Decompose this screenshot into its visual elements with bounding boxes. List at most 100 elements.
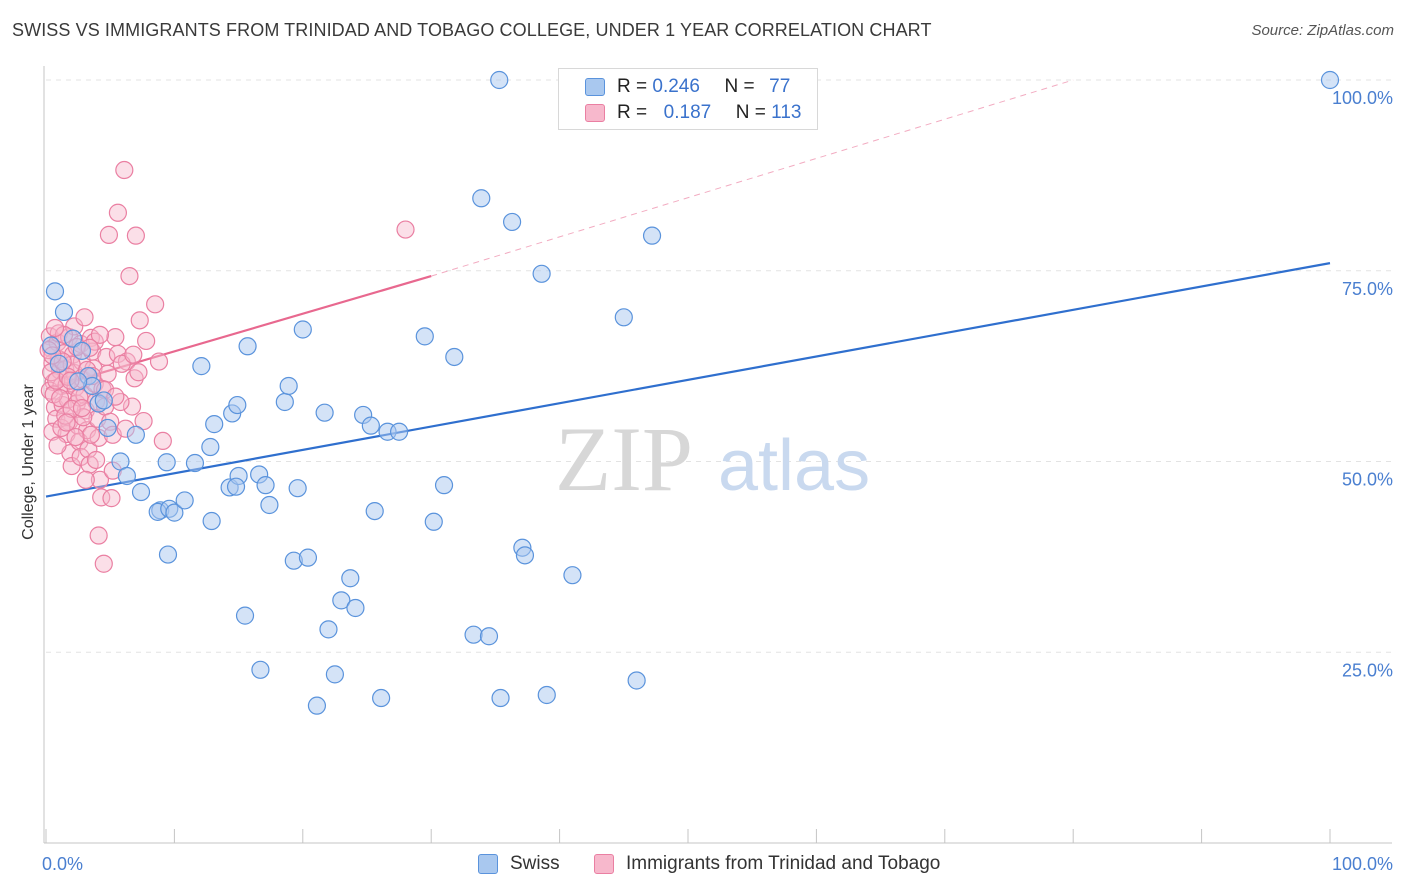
- legend-tt-r-value: 0.187: [663, 102, 712, 123]
- swiss-point-52: [415, 327, 434, 346]
- swiss-point-2: [63, 329, 83, 348]
- swiss-point-31: [256, 476, 275, 495]
- tt-point-65: [129, 363, 148, 382]
- tt-point-47: [90, 470, 110, 489]
- swiss-point-8: [117, 466, 136, 486]
- tt-point-71: [108, 203, 128, 222]
- swiss-point-27: [235, 606, 255, 625]
- swiss-point-32: [275, 392, 294, 412]
- swiss-point-9: [131, 482, 151, 502]
- legend-swiss-n-value: 77: [769, 76, 791, 97]
- tt-point-67: [146, 295, 165, 314]
- swiss-point-56: [464, 625, 483, 644]
- axes: [43, 66, 1392, 844]
- swiss-point-47: [361, 416, 380, 435]
- swiss-point-75: [94, 391, 113, 410]
- swiss-point-74: [68, 372, 88, 391]
- tt-point-74: [126, 226, 145, 245]
- x-tick-label-0: 0.0%: [42, 854, 83, 874]
- legend-swiss-n-label: N =: [724, 76, 755, 97]
- legend-swiss-stats: R = 0.246 N = 77: [617, 76, 790, 98]
- tt-point-83: [81, 425, 101, 444]
- swiss-point-70: [1320, 70, 1340, 90]
- watermark-zip: ZIP: [555, 408, 693, 510]
- tt-point-69: [149, 352, 169, 371]
- tt-point-112: [57, 413, 76, 432]
- tt-point-75: [396, 220, 415, 239]
- swiss-point-53: [424, 512, 443, 531]
- tt-point-48: [92, 488, 111, 507]
- swiss-point-14: [165, 503, 184, 522]
- tt-point-95: [51, 389, 70, 408]
- swiss-point-33: [279, 376, 298, 396]
- swiss-point-16: [175, 491, 194, 510]
- swiss-point-38: [307, 696, 327, 715]
- swiss-point-43: [332, 591, 351, 610]
- source-credit: Source: ZipAtlas.com: [1251, 22, 1394, 39]
- tt-point-58: [102, 489, 121, 508]
- swiss-point-71: [42, 336, 61, 355]
- tt-point-61: [122, 397, 142, 416]
- swiss-point-19: [205, 415, 224, 434]
- legend-tt-stats: R = 0.187 N = 113: [617, 102, 801, 124]
- swiss-point-18: [192, 357, 211, 376]
- x-tick-label-100: 100.0%: [1332, 854, 1393, 874]
- swiss-point-55: [445, 347, 464, 367]
- tt-point-39: [75, 308, 94, 327]
- swiss-point-72: [49, 354, 68, 373]
- swiss-point-42: [325, 665, 344, 684]
- swiss-point-28: [238, 337, 257, 356]
- legend-tt-n-label: N =: [735, 102, 766, 123]
- legend-tt-n-value: 113: [771, 102, 802, 123]
- tt-point-59: [94, 554, 113, 573]
- swiss-point-40: [319, 620, 338, 639]
- swiss-point-68: [642, 226, 662, 245]
- swiss-trend-line: [45, 262, 1331, 498]
- tt-point-73: [120, 266, 139, 286]
- tt-point-102: [45, 318, 65, 338]
- tt-point-70: [99, 225, 119, 244]
- swiss-point-15: [158, 545, 178, 564]
- swiss-point-36: [293, 320, 312, 339]
- tt-point-7: [43, 422, 62, 441]
- legend-swiss-r-label: R =: [617, 76, 648, 97]
- swiss-point-30: [260, 495, 279, 515]
- trend-lines: [45, 79, 1331, 498]
- tt-point-103: [124, 345, 143, 364]
- gridlines: [46, 79, 1392, 653]
- tt-point-97: [76, 470, 95, 489]
- swiss-point-48: [365, 501, 384, 521]
- swiss-point-17: [185, 453, 205, 473]
- swiss-point-44: [341, 569, 360, 588]
- swiss-point-51: [390, 422, 409, 441]
- swiss-point-24: [226, 477, 246, 496]
- swiss-swatch: [585, 78, 605, 96]
- correlation-legend: R = 0.246 N = 77 R = 0.187 N = 113: [558, 68, 818, 130]
- swiss-point-57: [479, 627, 499, 646]
- tt-point-68: [153, 431, 172, 450]
- swiss-point-13: [157, 453, 176, 472]
- tt-point-63: [130, 311, 149, 330]
- tick-labels: 25.0% 50.0% 75.0% 100.0% 0.0% 100.0%: [42, 88, 1393, 874]
- bottom-tt-label: Immigrants from Trinidad and Tobago: [626, 853, 941, 874]
- swiss-point-21: [228, 395, 247, 415]
- tt-point-105: [86, 450, 106, 470]
- tt-point-79: [56, 406, 75, 425]
- swiss-point-61: [502, 212, 522, 232]
- swiss-point-45: [346, 598, 365, 618]
- y-tick-label-25: 25.0%: [1342, 660, 1393, 680]
- tt-swatch: [585, 104, 605, 122]
- swiss-point-37: [298, 548, 318, 567]
- chart-title: SWISS VS IMMIGRANTS FROM TRINIDAD AND TO…: [12, 20, 932, 40]
- tt-point-107: [72, 398, 92, 418]
- swiss-point-67: [614, 308, 633, 327]
- swiss-point-1: [54, 302, 74, 322]
- swiss-point-26: [202, 511, 221, 531]
- swiss-point-63: [515, 546, 535, 565]
- legend-swiss-r-value: 0.246: [652, 76, 700, 97]
- swiss-point-6: [98, 418, 117, 438]
- swiss-point-39: [251, 660, 270, 679]
- swiss-point-69: [627, 671, 646, 690]
- bottom-swiss-label: Swiss: [510, 853, 560, 874]
- swiss-point-76: [126, 425, 145, 444]
